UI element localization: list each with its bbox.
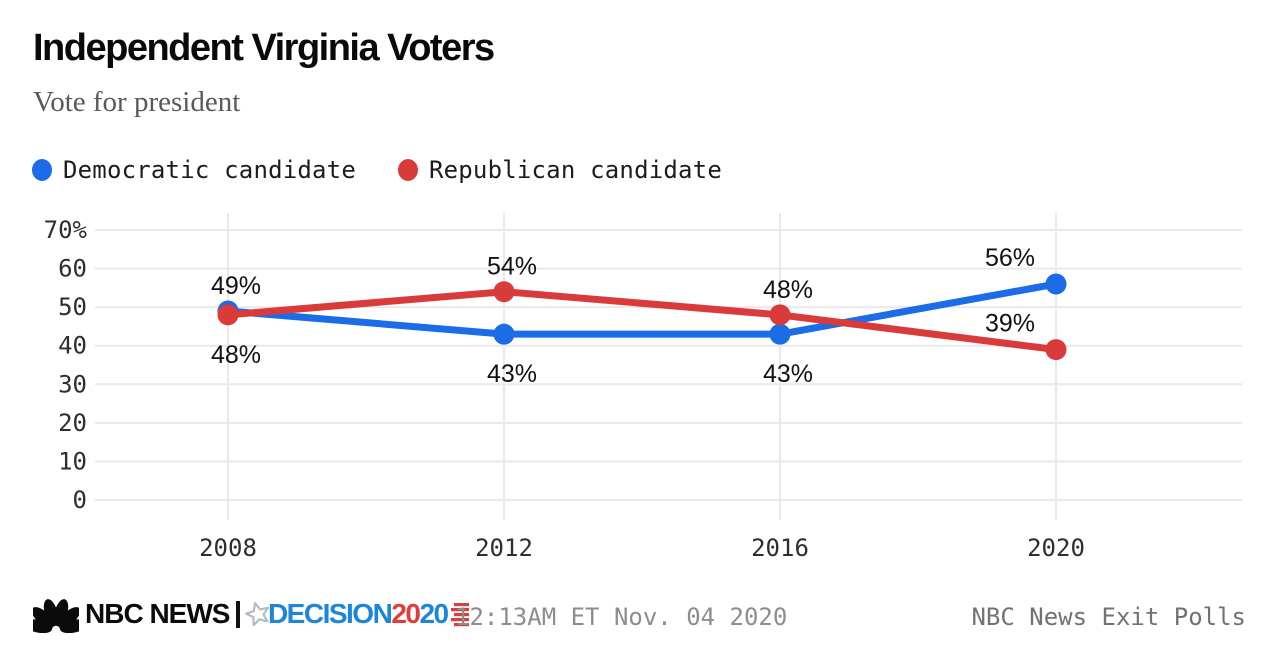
x-tick-label: 2012 (475, 534, 533, 562)
brand-lockup: NBC NEWS DECISION 20 20 (33, 592, 470, 636)
legend-item-republican: Republican candidate (397, 156, 722, 184)
rep-point-2020 (1045, 339, 1067, 361)
x-tick-label: 2020 (1027, 534, 1085, 562)
dem-value-label-2016: 43% (763, 360, 813, 388)
y-tick-label: 20 (58, 409, 87, 437)
dem-line (224, 280, 1060, 338)
flag-stripes-icon (450, 603, 469, 627)
dem-value-label-2012: 43% (487, 360, 537, 388)
dem-value-label-2020: 56% (985, 244, 1035, 272)
x-tick-label: 2008 (199, 534, 257, 562)
legend-label-republican: Republican candidate (428, 156, 722, 184)
x-tick-label: 2016 (751, 534, 809, 562)
y-tick-label: 0 (73, 486, 87, 514)
legend-dot-democratic (32, 159, 52, 181)
y-tick-label: 70% (44, 216, 88, 244)
dem-point-2012 (493, 323, 515, 345)
y-tick-label: 40 (58, 332, 87, 360)
timestamp: 12:13AM ET Nov. 04 2020 (455, 603, 788, 631)
source-credit: NBC News Exit Polls (971, 603, 1246, 631)
dem-value-label-2008: 49% (211, 272, 261, 300)
page-title: Independent Virginia Voters (33, 27, 495, 69)
y-tick-label: 60 (58, 255, 87, 283)
rep-value-label-2012: 54% (487, 253, 537, 281)
rep-point-2012 (493, 281, 515, 303)
decision-star-icon (245, 602, 270, 627)
decision-year-red: 20 (391, 598, 421, 629)
nbc-peacock-icon (33, 599, 79, 633)
rep-line (224, 288, 1060, 354)
legend-item-democratic: Democratic candidate (32, 156, 356, 184)
chart-subtitle: Vote for president (33, 86, 241, 118)
nbc-news-wordmark: NBC NEWS (85, 598, 230, 629)
decision-year-blue: 20 (419, 598, 449, 629)
footer: NBC NEWS DECISION 20 20 12:13AM ET Nov. … (33, 592, 1246, 642)
y-tick-label: 10 (58, 447, 87, 475)
dem-point-2020 (1045, 273, 1067, 295)
legend-label-democratic: Democratic candidate (63, 156, 356, 184)
y-tick-label: 50 (58, 293, 87, 321)
legend-dot-republican (397, 159, 418, 181)
divider-bar (236, 600, 240, 628)
rep-value-label-2008: 48% (211, 341, 261, 369)
rep-value-label-2016: 48% (763, 276, 813, 304)
rep-value-label-2020: 39% (985, 310, 1035, 338)
rep-point-2008 (217, 304, 239, 326)
y-tick-label: 30 (58, 370, 87, 398)
rep-point-2016 (769, 304, 791, 326)
chart-legend: Democratic candidate Republican candidat… (32, 156, 722, 184)
decision-wordmark: DECISION (267, 598, 393, 629)
dem-point-2016 (769, 323, 791, 345)
